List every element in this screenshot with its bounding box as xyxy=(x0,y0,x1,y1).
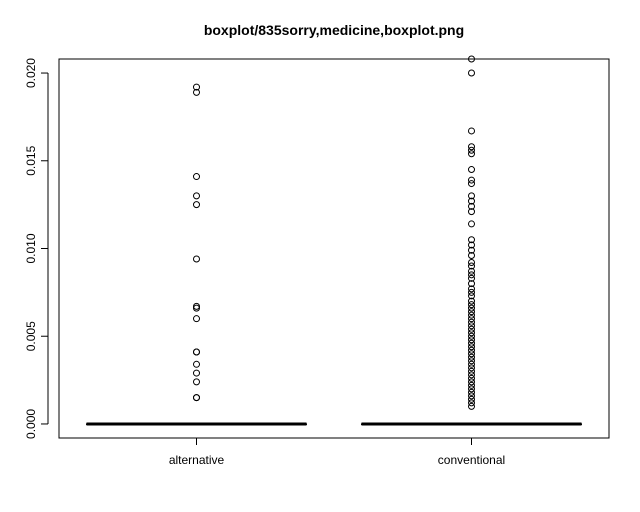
outlier-point xyxy=(468,274,475,282)
outlier-point xyxy=(193,304,200,312)
outlier-point xyxy=(468,246,475,254)
outlier-point xyxy=(468,357,475,365)
outlier-point xyxy=(468,392,475,400)
outlier-point xyxy=(468,385,475,393)
outlier-point xyxy=(468,381,475,389)
outlier-point xyxy=(193,83,200,91)
outlier-point xyxy=(468,241,475,249)
outlier-point xyxy=(193,360,200,368)
outlier-point xyxy=(468,311,475,319)
outlier-point xyxy=(468,271,475,279)
box-alternative xyxy=(86,83,307,426)
outlier-point xyxy=(468,285,475,293)
outlier-point xyxy=(468,197,475,205)
outlier-point xyxy=(468,318,475,326)
outlier-point xyxy=(468,322,475,330)
chart-title: boxplot/835sorry,medicine,boxplot.png xyxy=(204,22,464,38)
outlier-point xyxy=(468,192,475,200)
outlier-point xyxy=(468,367,475,375)
outlier-point xyxy=(468,388,475,396)
outlier-point xyxy=(468,292,475,300)
outlier-point xyxy=(193,192,200,200)
outlier-point xyxy=(468,280,475,288)
outlier-point xyxy=(468,150,475,158)
outlier-point xyxy=(468,399,475,407)
outlier-point xyxy=(193,173,200,181)
outlier-point xyxy=(468,301,475,309)
outlier-point xyxy=(468,402,475,410)
outlier-point xyxy=(468,343,475,351)
outlier-point xyxy=(468,69,475,77)
x-tick-label: alternative xyxy=(169,453,225,467)
outlier-point xyxy=(468,176,475,184)
outlier-point xyxy=(468,208,475,216)
x-axis: alternative conventional xyxy=(169,438,505,467)
y-tick-label: 0.010 xyxy=(24,233,38,263)
y-tick-label: 0.005 xyxy=(24,321,38,351)
y-tick-label: 0.020 xyxy=(24,58,38,88)
x-tick-label: conventional xyxy=(438,453,505,467)
outlier-point xyxy=(193,315,200,323)
outlier-point xyxy=(468,259,475,267)
outlier-point xyxy=(468,364,475,372)
outlier-point xyxy=(468,325,475,333)
outlier-point xyxy=(468,350,475,358)
outlier-point xyxy=(468,329,475,337)
outlier-point xyxy=(468,297,475,305)
outlier-point xyxy=(468,143,475,151)
plot-frame xyxy=(58,58,610,439)
outlier-point xyxy=(468,360,475,368)
outlier-point xyxy=(468,315,475,323)
outlier-point xyxy=(468,336,475,344)
outlier-point xyxy=(193,394,200,402)
outlier-point xyxy=(193,378,200,386)
outlier-point xyxy=(468,236,475,244)
outlier-point xyxy=(468,374,475,382)
outlier-point xyxy=(468,353,475,361)
outlier-point xyxy=(468,288,475,296)
outlier-point xyxy=(468,252,475,260)
y-axis: 0.000 0.005 0.010 0.015 0.020 xyxy=(24,58,49,439)
outlier-point xyxy=(468,55,475,63)
outlier-point xyxy=(468,339,475,347)
outlier-point xyxy=(468,378,475,386)
outlier-point xyxy=(468,332,475,340)
y-tick-label: 0.015 xyxy=(24,145,38,175)
outlier-point xyxy=(193,201,200,209)
outlier-point xyxy=(468,371,475,379)
outlier-point xyxy=(193,88,200,96)
outlier-point xyxy=(468,262,475,270)
outlier-point xyxy=(468,308,475,316)
outlier-point xyxy=(468,166,475,174)
outlier-point xyxy=(193,255,200,263)
outlier-point xyxy=(468,395,475,403)
box-conventional xyxy=(361,55,582,426)
outlier-point xyxy=(468,146,475,154)
boxes xyxy=(86,55,582,426)
outlier-point xyxy=(468,304,475,312)
y-tick-label: 0.000 xyxy=(24,409,38,439)
outlier-point xyxy=(193,369,200,377)
outlier-point xyxy=(468,180,475,188)
outlier-point xyxy=(193,348,200,356)
outlier-point xyxy=(468,127,475,135)
outlier-point xyxy=(468,346,475,354)
outlier-point xyxy=(468,202,475,210)
outlier-point xyxy=(468,267,475,275)
outlier-point xyxy=(468,220,475,228)
